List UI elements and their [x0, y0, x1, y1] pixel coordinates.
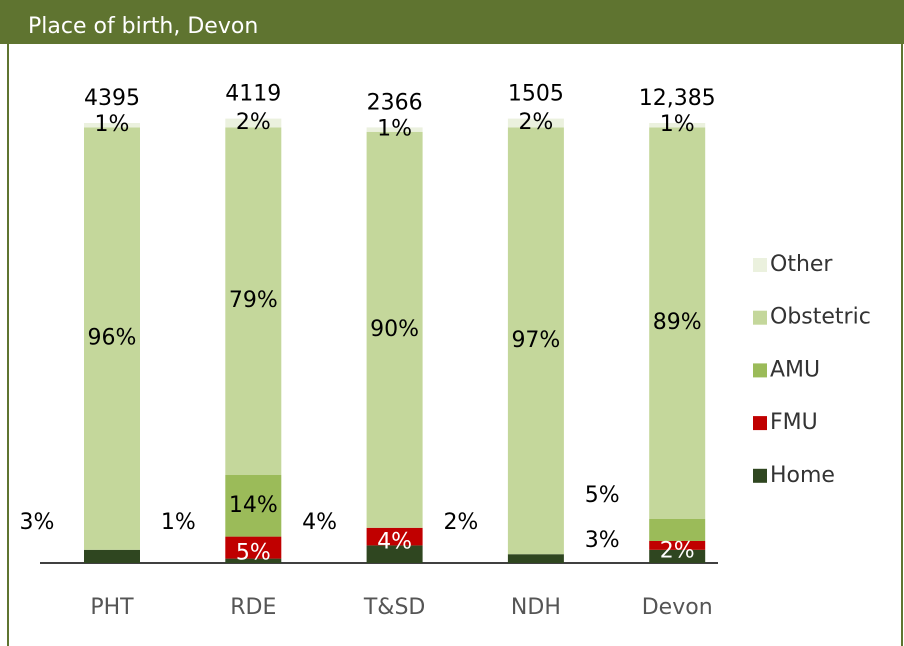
legend-label: Home — [770, 463, 835, 488]
data-label: 3% — [585, 528, 620, 553]
data-label: 1% — [660, 112, 695, 137]
total-label: 4395 — [84, 86, 140, 111]
bar-segment — [507, 554, 564, 563]
total-label: 1505 — [508, 82, 564, 107]
legend-label: Other — [770, 252, 833, 277]
bar-segment — [366, 127, 423, 132]
header-bar — [0, 0, 904, 44]
data-label: 1% — [377, 117, 412, 142]
bar-segment — [649, 519, 706, 541]
bar-segment — [649, 127, 706, 520]
data-label: 5% — [585, 483, 620, 508]
x-tick-label: PHT — [90, 595, 134, 620]
bar-segment — [507, 127, 564, 555]
legend-label: Obstetric — [770, 305, 871, 330]
bar-segment — [649, 549, 706, 563]
total-label: 2366 — [367, 90, 423, 115]
bar-segment — [225, 536, 282, 559]
data-label: 4% — [377, 530, 412, 555]
bar-segment — [84, 549, 140, 563]
data-label: 5% — [236, 541, 271, 566]
data-label: 2% — [236, 110, 271, 135]
total-label: 4119 — [225, 82, 281, 107]
data-label: 89% — [653, 310, 702, 335]
data-label: 2% — [443, 510, 478, 535]
x-tick-label: NDH — [511, 595, 561, 620]
total-label: 12,385 — [639, 86, 716, 111]
data-label: 90% — [370, 317, 419, 342]
x-tick-label: RDE — [230, 595, 276, 620]
x-tick-label: T&SD — [363, 595, 426, 620]
data-label: 96% — [88, 326, 137, 351]
chart-title: Place of birth, Devon — [28, 14, 258, 39]
bar-segment — [366, 131, 423, 528]
bar-segment — [649, 541, 706, 550]
bar-segment — [649, 123, 706, 128]
bar-segment — [366, 545, 423, 563]
legend-swatch — [753, 416, 767, 431]
legend-swatch — [753, 363, 767, 378]
data-label: 2% — [518, 110, 553, 135]
legend-swatch — [753, 468, 767, 483]
data-label: 14% — [229, 493, 278, 518]
bar-segment — [225, 475, 282, 537]
legend-swatch — [753, 310, 767, 325]
legend-label: AMU — [770, 357, 820, 382]
bar-segment — [84, 123, 140, 128]
bar-segment — [225, 118, 282, 128]
bar-segment — [225, 558, 282, 563]
bar-segment — [225, 127, 282, 476]
legend-swatch — [753, 258, 767, 272]
data-label: 1% — [95, 112, 130, 137]
data-label: 4% — [302, 510, 337, 535]
data-label: 2% — [660, 538, 695, 563]
bar-segment — [366, 527, 423, 546]
data-label: 1% — [161, 510, 196, 535]
data-label: 3% — [20, 510, 55, 535]
data-label: 97% — [511, 328, 560, 353]
data-label: 79% — [229, 288, 278, 313]
bar-segment — [507, 118, 564, 128]
bar-segment — [84, 127, 140, 550]
legend-label: FMU — [770, 410, 818, 435]
x-tick-label: Devon — [642, 595, 713, 620]
